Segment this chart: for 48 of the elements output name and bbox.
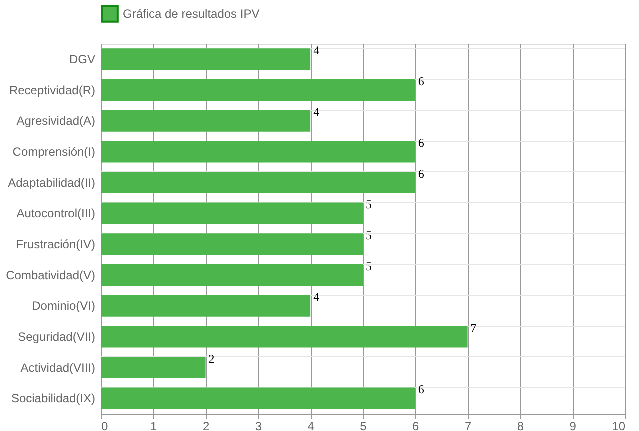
data-label: 6 [418, 382, 424, 397]
bar [101, 326, 468, 348]
x-tick-label: 6 [412, 420, 420, 431]
y-tick-label: Actividad(VIII) [20, 360, 96, 375]
y-tick-label: Seguridad(VII) [18, 330, 96, 344]
data-label: 5 [366, 198, 372, 212]
x-tick-label: 3 [255, 420, 262, 431]
bar [101, 79, 416, 102]
x-tick-label: 9 [570, 420, 577, 431]
y-tick-label: Adaptabilidad(II) [8, 176, 96, 190]
x-tick-label: 8 [517, 420, 524, 431]
y-tick-label: DGV [69, 52, 96, 66]
y-tick-label: Agresividad(A) [16, 114, 96, 128]
data-label: 5 [366, 228, 372, 242]
x-tick-label: 1 [150, 420, 158, 431]
bar [101, 110, 311, 132]
bar [101, 388, 416, 410]
data-label: 4 [314, 105, 320, 120]
y-tick-label: Dominio(VI) [32, 299, 96, 314]
bar [101, 234, 363, 256]
data-label: 7 [470, 320, 477, 335]
bar [101, 356, 206, 379]
data-label: 6 [418, 74, 424, 88]
y-tick-label: Comprensión(I) [12, 144, 96, 159]
data-label: 4 [314, 43, 320, 58]
y-tick-label: Sociabilidad(IX) [11, 392, 96, 406]
x-tick-label: 7 [464, 420, 472, 431]
bar [101, 295, 311, 317]
y-tick-label: Receptividad(R) [9, 83, 96, 98]
x-tick-label: 0 [102, 420, 108, 431]
x-tick-label: 2 [202, 420, 210, 431]
x-tick-label: 10 [612, 420, 626, 431]
bar [101, 48, 311, 70]
legend-label: Gráfica de resultados IPV [123, 7, 260, 21]
data-label: 5 [366, 259, 372, 274]
y-tick-label: Autocontrol(III) [16, 206, 96, 221]
bar [101, 202, 363, 224]
data-label: 6 [418, 166, 424, 181]
data-label: 4 [314, 290, 320, 304]
data-label: 2 [208, 352, 215, 366]
bar [101, 264, 363, 286]
data-label: 6 [418, 136, 424, 150]
bar [101, 141, 416, 163]
x-tick-label: 5 [360, 420, 368, 431]
y-tick-label: Combatividad(V) [6, 268, 96, 282]
y-tick-label: Frustración(IV) [16, 237, 96, 252]
x-tick-label: 4 [308, 420, 315, 431]
bar [101, 172, 416, 194]
